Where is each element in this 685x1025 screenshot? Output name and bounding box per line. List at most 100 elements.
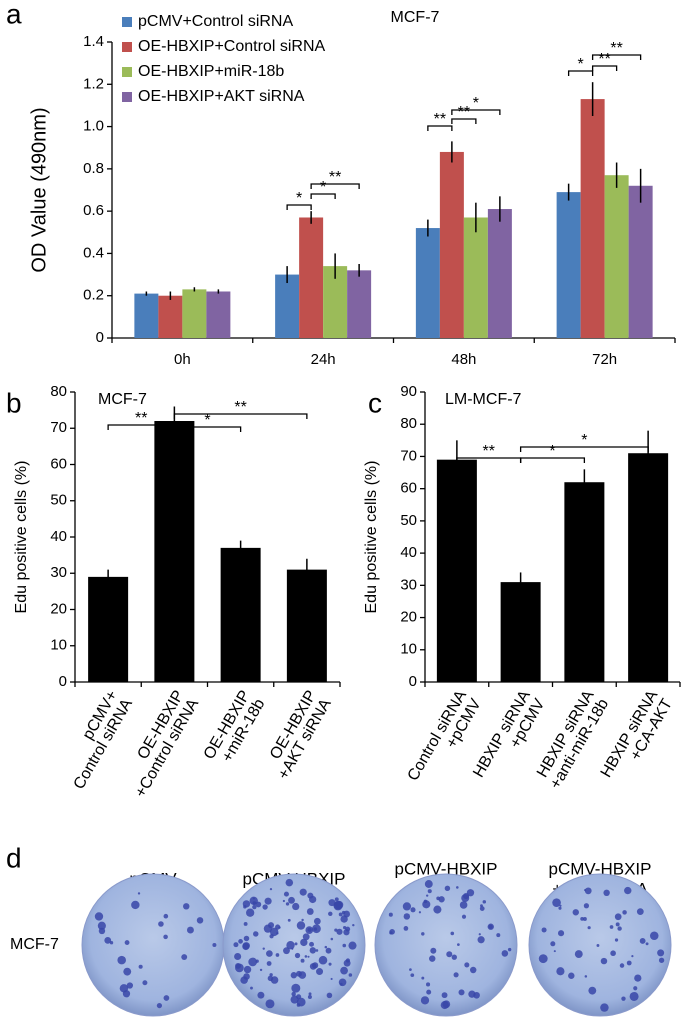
colony [309,947,317,954]
colony [451,954,457,960]
colony [461,914,467,919]
significance-label: ** [234,399,246,416]
y-tick-label: 1.2 [83,75,104,92]
significance-bracket [427,125,453,131]
colony [316,968,324,976]
colony [243,935,250,942]
colony [313,917,321,925]
colony [250,986,253,990]
legend-label: pCMV+Control siRNA [138,13,293,30]
colony [248,957,258,967]
colony [426,989,432,995]
colony [324,945,328,949]
significance-bracket [519,446,649,452]
y-tick-label: 70 [400,447,417,464]
column-label: pCMV-HBXIP [395,859,498,878]
colony [137,892,141,895]
colony [296,997,306,1007]
colony [308,992,312,996]
significance-bracket [519,457,586,463]
colony [441,992,448,999]
colony [658,957,665,963]
colony [582,916,587,921]
colony [328,962,332,966]
colony [568,972,575,979]
panel-label: b [6,387,22,418]
colony [457,943,460,946]
colony [313,927,318,931]
y-tick-label: 0 [409,673,417,690]
colony [340,966,348,975]
colony [424,880,433,888]
colony [473,991,480,999]
colony [433,905,442,914]
y-tick-label: 50 [400,512,417,529]
y-tick-label: 20 [50,600,67,617]
y-axis-label: Edu positive cells (%) [363,461,380,614]
y-tick-label: 10 [400,641,417,658]
colony [309,941,314,947]
colony [285,902,290,906]
colony [479,906,485,911]
bar [158,295,183,338]
significance-label: ** [329,169,341,186]
colony [265,999,275,1009]
bar [220,547,261,682]
y-tick-label: 90 [400,383,417,400]
colony [621,996,626,1001]
colony [288,896,295,904]
colony [410,907,416,913]
colony [552,898,561,907]
colony [345,958,351,963]
significance-label: * [581,432,587,449]
colony [427,889,432,894]
colony [291,991,296,997]
y-axis-label: Edu positive cells (%) [13,461,30,614]
colony [119,984,129,993]
colony [423,899,428,904]
colony [246,908,255,917]
colony [341,910,346,915]
legend-swatch [122,92,132,102]
colony [283,891,289,897]
legend-label: OE-HBXIP+AKT siRNA [138,88,305,105]
colony [328,899,336,907]
colony [572,909,579,916]
colony [318,955,328,965]
colony [181,954,188,961]
bar [500,582,541,682]
colony [117,955,126,965]
panel-label: a [6,0,22,29]
y-tick-label: 20 [400,609,417,626]
colony [478,933,481,936]
colony [300,958,305,963]
colony [348,973,353,977]
colony [553,950,556,953]
bar [154,421,195,682]
colony [186,926,194,934]
colony [278,926,281,929]
colony [338,978,347,987]
bar [439,151,464,338]
colony [444,885,451,892]
colony [615,922,620,927]
bar [88,576,129,682]
colony [307,955,310,958]
colony [234,952,242,961]
colony [126,982,134,989]
colony [596,944,600,947]
colony [617,926,622,931]
legend-swatch [122,67,132,77]
y-tick-label: 0.2 [83,287,104,304]
colony [639,938,646,944]
y-tick-label: 80 [50,383,67,400]
colony [306,908,314,915]
colony [300,938,308,947]
panel-label: c [368,387,382,418]
colony [243,965,252,974]
colony [131,900,140,910]
colony [276,932,279,935]
colony [183,903,190,910]
colony [296,921,306,930]
significance-label: ** [598,51,610,68]
